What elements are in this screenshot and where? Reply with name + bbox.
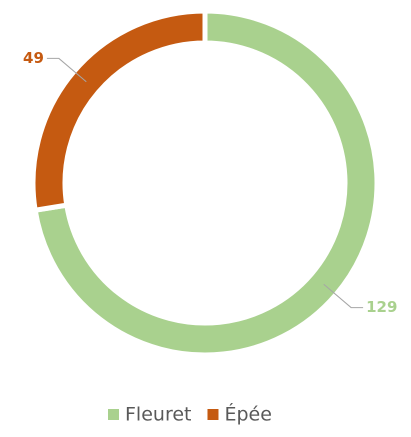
legend-label: Fleuret [125,404,191,426]
donut-segment [30,8,208,214]
data-label: 129 [366,298,397,316]
legend-swatch [207,409,219,420]
leader-line [46,57,87,83]
donut-segment [32,8,380,358]
data-label: 49 [23,49,44,67]
legend-swatch [108,409,119,420]
legend-label: Épée [224,403,271,426]
leader-line [323,283,364,309]
